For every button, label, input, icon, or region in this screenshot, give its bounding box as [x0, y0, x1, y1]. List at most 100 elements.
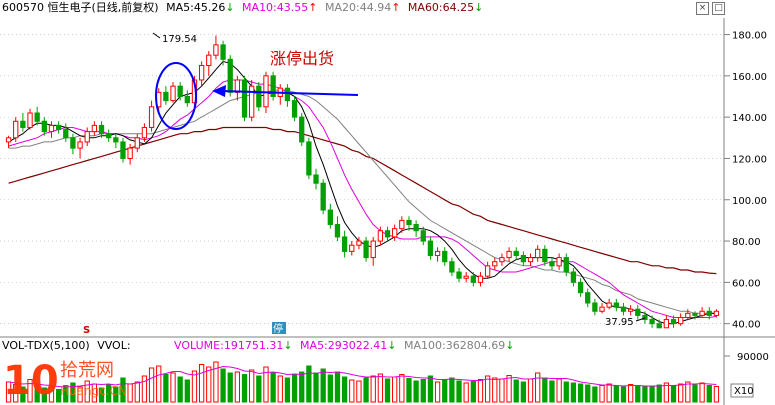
- candle-body: [363, 240, 369, 259]
- candle-body: [141, 126, 148, 139]
- candle-body: [535, 248, 541, 259]
- candle-body: [20, 120, 26, 128]
- candle-body: [656, 323, 662, 329]
- volume-bar: [456, 380, 462, 403]
- ma10-value: 43.55: [276, 1, 309, 14]
- volume-bar: [256, 375, 262, 403]
- candle-body: [699, 310, 705, 316]
- chart-mode: (日线,前复权): [91, 1, 159, 14]
- candle-body: [163, 91, 169, 102]
- candlesticks[interactable]: [5, 35, 720, 329]
- y-tick-label: 140.00: [732, 113, 767, 124]
- candle: [649, 315, 655, 328]
- candle: [306, 137, 312, 180]
- candle-body: [685, 312, 691, 318]
- volume-bar: [113, 386, 119, 403]
- volume-bar: [349, 379, 355, 403]
- candle: [520, 251, 527, 266]
- y-tick-label: 100.00: [732, 196, 767, 207]
- volume-bar: [48, 386, 55, 403]
- candle-body: [48, 124, 55, 133]
- candle: [48, 121, 55, 138]
- volume-bar: [234, 371, 241, 403]
- candle-body: [563, 257, 569, 273]
- volume-ma5-line: [8, 365, 717, 388]
- ma10-polyline: [8, 79, 717, 318]
- volume-bar: [356, 380, 362, 403]
- candle-body: [34, 112, 40, 122]
- candle: [384, 226, 391, 242]
- volume-bar: [484, 375, 491, 403]
- candle-body: [320, 182, 326, 211]
- volume-bar: [406, 378, 412, 403]
- candle-body: [484, 265, 491, 277]
- candle: [477, 272, 484, 287]
- candle: [656, 319, 662, 329]
- candle: [299, 113, 305, 147]
- candle-body: [13, 120, 19, 139]
- volume-value: 191751.31: [223, 339, 284, 352]
- candle: [549, 257, 555, 270]
- candle: [356, 236, 362, 250]
- candle: [91, 121, 98, 136]
- volume-bar: [299, 371, 305, 403]
- volume-bar: [685, 381, 691, 403]
- candle: [177, 82, 183, 101]
- candle: [713, 309, 720, 318]
- up-arrow-icon: ↑: [308, 1, 318, 14]
- volume-bar: [556, 378, 562, 403]
- candle: [635, 305, 641, 320]
- candle: [606, 298, 612, 310]
- volume-bar: [184, 379, 190, 403]
- volume-bar: [306, 365, 312, 403]
- volume-bar: [392, 376, 398, 403]
- candle-body: [449, 261, 455, 273]
- restore-button[interactable]: □: [712, 2, 725, 15]
- candle-body: [499, 257, 505, 263]
- volume-bar: [427, 375, 434, 403]
- volume-bar: [134, 381, 140, 403]
- candle: [77, 137, 83, 159]
- candle: [227, 55, 233, 97]
- vol-ma5-value: 293022.41: [327, 339, 388, 352]
- candle: [434, 247, 441, 262]
- volume-bar: [27, 379, 33, 403]
- candle-body: [477, 275, 484, 283]
- candle-body: [470, 275, 476, 283]
- y-tick-label: 40.00: [732, 320, 761, 331]
- candle: [506, 247, 512, 262]
- candle: [349, 241, 355, 256]
- down-arrow-icon: ↓: [474, 1, 484, 14]
- candle: [599, 303, 605, 314]
- volume-bars[interactable]: [5, 361, 720, 403]
- volume-bar: [627, 384, 634, 403]
- volume-bar: [291, 374, 298, 403]
- candle-body: [406, 219, 412, 226]
- close-button[interactable]: ×: [696, 2, 709, 15]
- volume-bar: [13, 384, 19, 403]
- candle-body: [177, 85, 183, 97]
- candle: [627, 305, 634, 316]
- volume-bar: [656, 384, 662, 403]
- candle-body: [606, 302, 612, 308]
- candle: [341, 230, 348, 258]
- volume-bar: [442, 379, 448, 403]
- candle-body: [327, 209, 333, 226]
- volume-bar: [334, 371, 341, 403]
- volume-bar: [20, 386, 26, 403]
- candle: [542, 245, 548, 266]
- volume-bar: [263, 366, 269, 403]
- candle: [585, 288, 591, 308]
- candle-body: [334, 224, 341, 238]
- volume-bar: [642, 386, 648, 403]
- volume-bar: [606, 383, 612, 403]
- ma5-polyline: [8, 60, 717, 325]
- down-arrow-icon: ↓: [505, 339, 515, 352]
- candle: [513, 247, 519, 260]
- annotation-text: 涨停出货: [270, 49, 334, 68]
- candle: [442, 247, 448, 266]
- candle-body: [635, 308, 641, 316]
- candle: [270, 71, 276, 101]
